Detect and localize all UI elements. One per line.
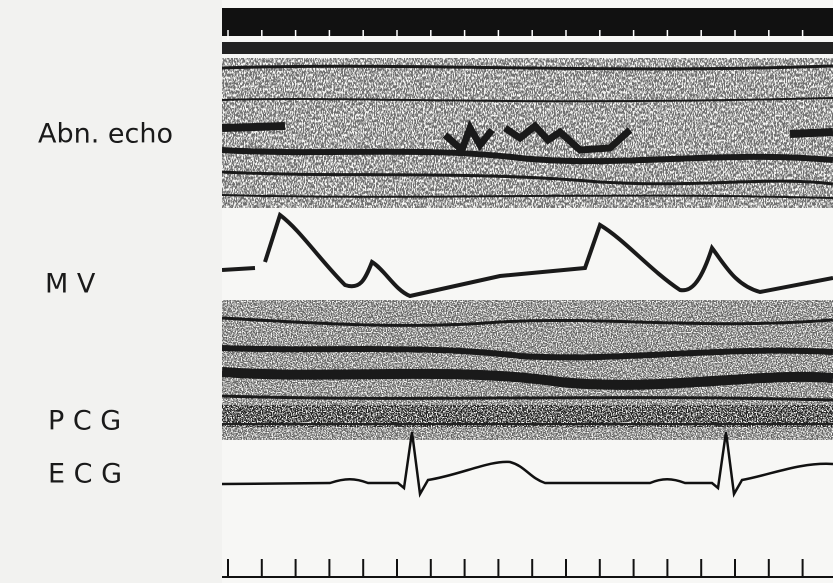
echo-line <box>222 122 286 132</box>
label-abn-echo: Abn. echo <box>38 119 173 150</box>
mv-line <box>222 316 833 327</box>
echo-line <box>222 64 833 71</box>
label-mv: M V <box>45 269 96 300</box>
echo-bands <box>222 64 833 199</box>
echo-line <box>222 170 833 186</box>
abnormal-echo <box>442 119 633 157</box>
mv-leaflet <box>222 211 833 299</box>
mitral-valve <box>222 211 833 402</box>
wall-line <box>222 394 833 402</box>
ecg-trace <box>222 431 833 498</box>
m-mode-image <box>222 0 833 583</box>
wall-line <box>222 367 833 390</box>
label-ecg: E C G <box>48 459 122 490</box>
echo-line <box>222 194 833 199</box>
label-pcg: P C G <box>48 406 121 437</box>
echo-line <box>222 97 833 103</box>
top-band-2 <box>222 42 833 54</box>
top-band <box>222 8 833 36</box>
top-ticks <box>227 30 804 40</box>
pcg-trace <box>222 405 833 427</box>
wall-line <box>222 345 833 361</box>
echo-line <box>222 147 833 165</box>
time-ticks <box>227 559 804 577</box>
echo-line <box>789 128 833 138</box>
